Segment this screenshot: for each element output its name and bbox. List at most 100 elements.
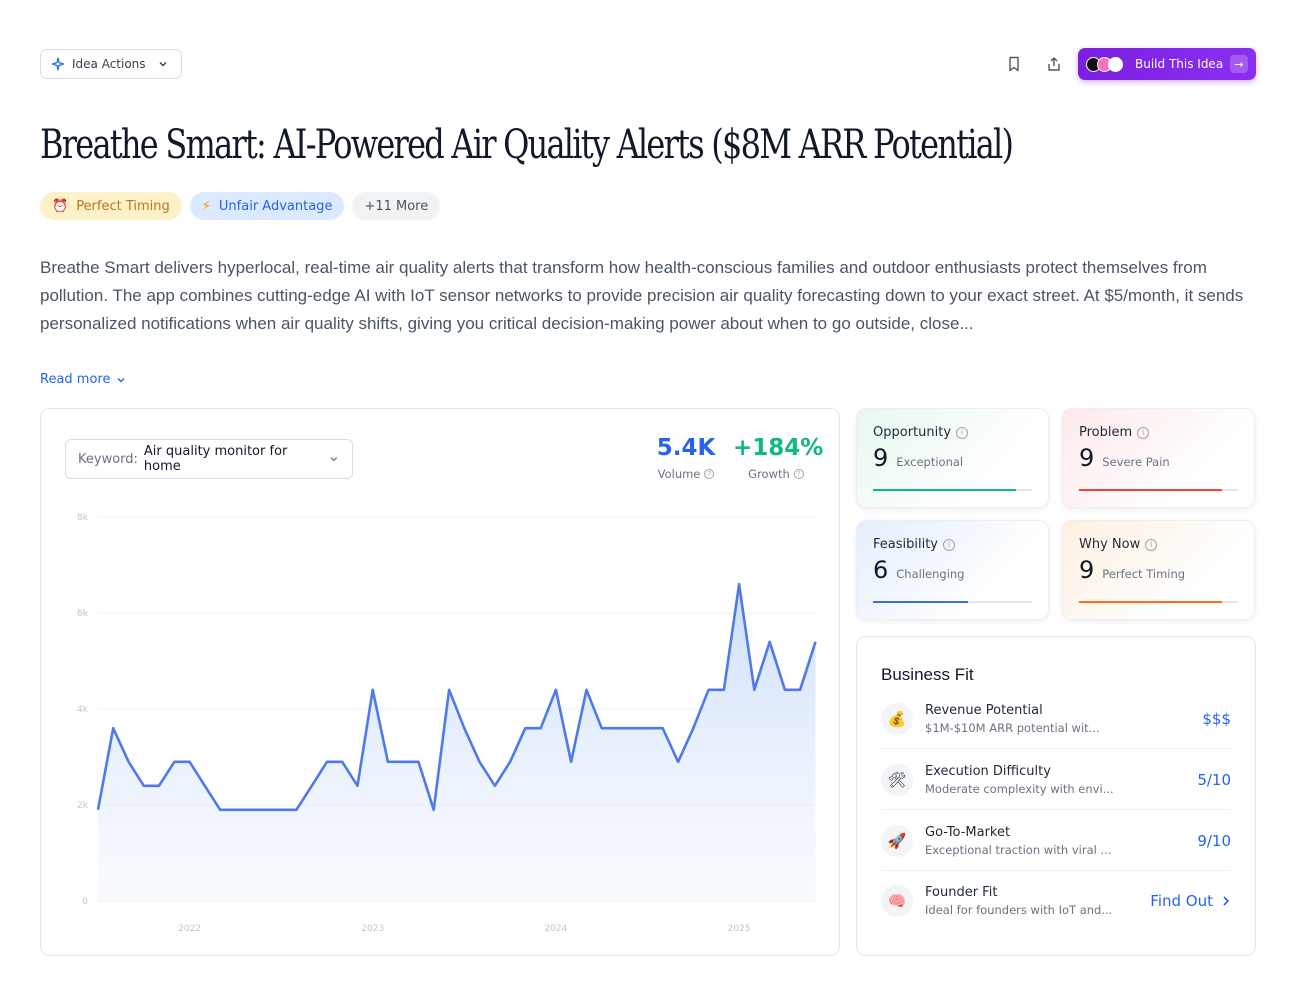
data-point [646,727,649,730]
info-icon[interactable]: i [1145,538,1158,551]
tag-perfect-timing[interactable]: ⏰ Perfect Timing [40,192,182,220]
tag-list: ⏰ Perfect Timing ⚡ Unfair Advantage +11 … [40,192,441,220]
money-bag-icon: 💰 [881,702,913,735]
score-label: Why Now [1079,537,1141,552]
data-point [570,761,573,764]
data-point [631,727,634,730]
idea-actions-button[interactable]: Idea Actions [40,49,182,79]
data-point [356,785,359,788]
keyword-label: Keyword: [78,451,138,467]
tools-icon: 🛠 [881,763,913,796]
data-point [463,727,466,730]
score-value: 9 [873,444,889,472]
score-bar-track [1079,601,1238,603]
data-point [432,809,435,812]
top-bar: Idea Actions Build This Idea → [40,48,1256,80]
y-tick-label: 2k [77,801,89,811]
brain-icon: 🧠 [881,885,913,917]
sparkle-icon [51,57,65,71]
data-point [661,727,664,730]
growth-stat: +184% Growth? [733,435,824,481]
keyword-select[interactable]: Keyword: Air quality monitor for home [65,439,353,479]
data-point [341,761,344,764]
data-point [448,689,451,692]
score-card-problem[interactable]: Problem i 9 Severe Pain [1062,408,1255,508]
data-point [234,809,237,812]
score-bar-track [1079,489,1238,491]
business-fit-item-desc: Moderate complexity with envi... [925,781,1114,796]
data-point [203,785,206,788]
build-this-idea-button[interactable]: Build This Idea → [1078,48,1256,80]
data-point [158,785,161,788]
find-out-button[interactable]: Find Out [1150,892,1231,910]
data-point [478,761,481,764]
share-icon[interactable] [1044,54,1064,74]
growth-value: +184% [733,435,824,461]
series-line [96,582,817,812]
data-point [494,785,497,788]
data-point [814,641,817,644]
data-point [188,761,191,764]
volume-value: 5.4K [656,435,716,461]
business-fit-item-value: $$$ [1202,709,1231,728]
data-point [677,761,680,764]
lightning-icon: ⚡ [201,198,211,214]
tag-unfair-advantage[interactable]: ⚡ Unfair Advantage [189,192,345,220]
info-icon[interactable]: i [956,426,969,439]
read-more-label: Read more [40,372,111,387]
data-point [707,689,710,692]
score-card-why-now[interactable]: Why Now i 9 Perfect Timing [1062,520,1255,620]
data-point [600,727,603,730]
data-point [142,785,145,788]
data-point [723,689,726,692]
tag-label: +11 More [364,198,429,214]
business-fit-item-revenue[interactable]: 💰 Revenue Potential $1M-$10M ARR potenti… [881,689,1231,749]
data-point [295,809,298,812]
score-value: 6 [873,556,889,584]
data-point [768,641,771,644]
help-icon[interactable]: ? [704,469,715,479]
data-point [127,761,130,764]
growth-label: Growth [748,467,790,481]
tag-label: Unfair Advantage [218,198,333,214]
business-fit-card: Business Fit 💰 Revenue Potential $1M-$10… [856,636,1256,956]
build-this-idea-label: Build This Idea [1135,57,1224,71]
data-point [371,689,374,692]
score-bar-fill [1079,601,1223,603]
business-fit-item-desc: Exceptional traction with viral ... [925,842,1112,857]
info-icon[interactable]: i [1137,426,1150,439]
score-description: Severe Pain [1102,455,1170,469]
score-card-feasibility[interactable]: Feasibility i 6 Challenging [856,520,1049,620]
tag-more[interactable]: +11 More [352,192,441,220]
data-point [310,785,313,788]
score-label: Feasibility [873,537,938,552]
data-point [326,761,329,764]
score-card-opportunity[interactable]: Opportunity i 9 Exceptional [856,408,1049,508]
page-title: Breathe Smart: AI-Powered Air Quality Al… [40,122,1014,168]
score-label: Opportunity [873,425,952,440]
logo-icon [1108,56,1123,72]
data-point [280,809,283,812]
data-point [97,809,100,812]
data-point [387,761,390,764]
score-description: Perfect Timing [1102,567,1186,581]
business-fit-item-go-to-market[interactable]: 🚀 Go-To-Market Exceptional traction with… [881,811,1231,871]
help-icon[interactable]: ? [793,469,804,479]
data-point [173,761,176,764]
score-bar-fill [1079,489,1223,491]
bookmark-icon[interactable] [1004,54,1024,74]
y-tick-label: 6k [77,609,89,619]
read-more-link[interactable]: Read more [40,372,126,387]
business-fit-item-execution[interactable]: 🛠 Execution Difficulty Moderate complexi… [881,750,1231,810]
x-tick-label: 2024 [544,924,567,934]
data-point [784,689,787,692]
volume-stat: 5.4K Volume? [653,435,719,481]
find-out-label: Find Out [1150,892,1213,910]
data-point [249,809,252,812]
business-fit-item-founder-fit[interactable]: 🧠 Founder Fit Ideal for founders with Io… [881,871,1231,931]
score-bar-track [873,601,1032,603]
info-icon[interactable]: i [943,538,955,551]
business-fit-item-desc: Ideal for founders with IoT and... [925,903,1113,917]
partner-logos [1086,56,1123,72]
x-tick-label: 2025 [728,924,751,934]
